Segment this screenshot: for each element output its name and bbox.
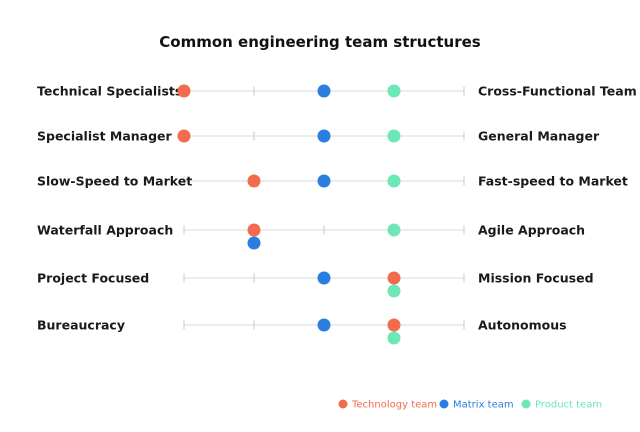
data-point (387, 331, 401, 345)
legend-item: Matrix team (439, 399, 514, 411)
left-label: Slow-Speed to Market (37, 174, 192, 189)
data-point (177, 84, 191, 98)
data-point (387, 129, 401, 143)
legend: Technology team Matrix team Product team (338, 399, 602, 411)
left-label: Bureaucracy (37, 318, 125, 333)
dimension-row: Bureaucracy Autonomous (37, 318, 567, 333)
right-label: General Manager (478, 129, 600, 144)
right-label: Cross-Functional Team (478, 84, 637, 99)
right-label: Mission Focused (478, 271, 594, 286)
dimension-row: Technical Specialists Cross-Functional Te… (37, 84, 637, 99)
data-point (387, 223, 401, 237)
data-point (247, 236, 261, 250)
data-points (177, 84, 401, 345)
data-point (387, 84, 401, 98)
data-point (317, 129, 331, 143)
legend-swatch (521, 399, 531, 409)
data-point (317, 271, 331, 285)
legend-swatch (338, 399, 348, 409)
data-point (387, 284, 401, 298)
dimension-rows: Technical Specialists Cross-Functional Te… (37, 84, 637, 333)
dimension-row: Specialist Manager General Manager (37, 129, 600, 144)
dimension-row: Slow-Speed to Market Fast-speed to Market (37, 174, 628, 189)
data-point (387, 271, 401, 285)
left-label: Project Focused (37, 271, 149, 286)
data-point (247, 174, 261, 188)
right-label: Autonomous (478, 318, 567, 333)
dimension-row: Waterfall Approach Agile Approach (37, 223, 585, 238)
data-point (387, 174, 401, 188)
dimension-row: Project Focused Mission Focused (37, 271, 594, 286)
legend-label: Product team (535, 400, 602, 411)
left-label: Waterfall Approach (37, 223, 173, 238)
left-label: Technical Specialists (37, 84, 182, 99)
chart-title: Common engineering team structures (159, 33, 481, 51)
left-label: Specialist Manager (37, 129, 173, 144)
data-point (177, 129, 191, 143)
right-label: Agile Approach (478, 223, 585, 238)
legend-swatch (439, 399, 449, 409)
data-point (317, 84, 331, 98)
data-point (317, 174, 331, 188)
right-label: Fast-speed to Market (478, 174, 628, 189)
data-point (387, 318, 401, 332)
legend-item: Product team (521, 399, 602, 411)
legend-label: Matrix team (453, 400, 514, 411)
data-point (317, 318, 331, 332)
legend-item: Technology team (338, 399, 437, 411)
legend-label: Technology team (351, 400, 437, 411)
data-point (247, 223, 261, 237)
